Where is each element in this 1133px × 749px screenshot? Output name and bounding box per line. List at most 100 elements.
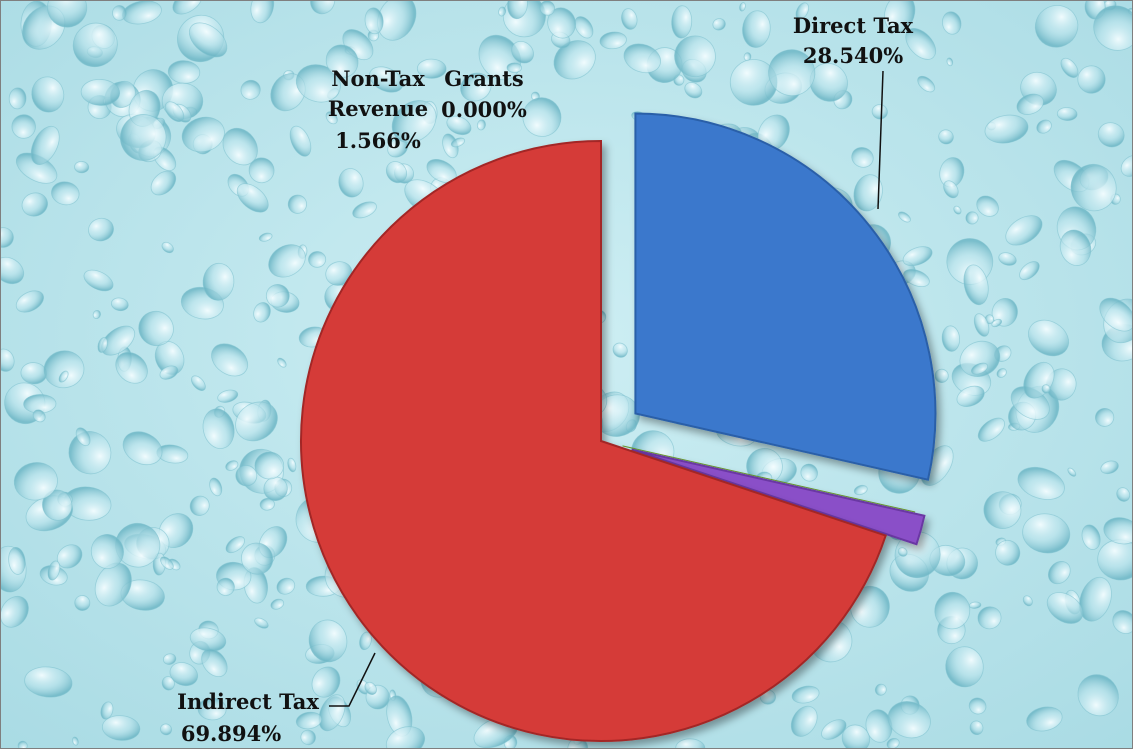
water-droplet [977, 606, 1002, 630]
water-droplet [1005, 215, 1043, 246]
water-droplet [90, 534, 124, 569]
value-grants: 0.000% [441, 97, 527, 122]
leader-lines [329, 70, 884, 707]
water-droplet [325, 261, 353, 286]
water-droplet [268, 244, 306, 278]
water-droplet [851, 147, 874, 168]
slice-non-tax-revenue [631, 448, 926, 546]
water-droplet [574, 16, 594, 39]
water-droplet [159, 365, 179, 380]
water-droplet [1022, 513, 1071, 554]
water-droplet [1077, 65, 1106, 94]
water-droplet [51, 181, 80, 206]
water-droplet [161, 676, 175, 691]
water-droplet [222, 127, 258, 166]
value-direct-tax: 28.540% [803, 43, 903, 68]
water-droplet [1036, 119, 1052, 134]
water-droplet [946, 57, 954, 67]
water-droplet [934, 368, 949, 383]
water-droplet [1047, 561, 1071, 585]
water-droplet [941, 325, 961, 352]
water-droplet [47, 560, 61, 581]
water-droplet [74, 595, 91, 611]
water-droplet [225, 536, 246, 554]
water-droplet [1026, 706, 1063, 732]
water-droplet [1041, 384, 1051, 394]
water-droplet [164, 101, 185, 123]
water-droplet [1112, 610, 1132, 634]
water-droplet [1056, 107, 1078, 121]
water-droplet [712, 18, 726, 31]
water-droplet [217, 389, 239, 403]
water-droplet [181, 116, 225, 153]
water-droplet [72, 736, 79, 746]
water-droplet [101, 715, 141, 741]
pie-slices [300, 112, 937, 742]
water-droplet [8, 87, 27, 110]
water-droplet [623, 43, 661, 74]
water-droplet [977, 417, 1005, 442]
water-droplet [150, 170, 177, 196]
water-droplet [202, 408, 235, 449]
water-droplet [189, 495, 210, 516]
water-droplet [1077, 674, 1119, 717]
water-droplet [1081, 524, 1101, 550]
water-droplet [506, 62, 522, 73]
water-droplet [364, 7, 384, 35]
water-droplet [917, 75, 936, 93]
water-droplet [507, 1, 528, 20]
water-droplet [24, 666, 73, 698]
water-droplet [934, 591, 971, 630]
water-droplet [241, 542, 274, 575]
water-droplet [1, 256, 25, 285]
water-droplet [1097, 122, 1125, 148]
water-droplet [984, 114, 1029, 144]
water-droplet [310, 1, 336, 15]
water-droplet [1067, 467, 1077, 477]
water-droplet [1060, 57, 1079, 78]
water-droplet [1, 227, 14, 248]
label-direct-tax: Direct Tax [793, 13, 914, 38]
water-droplet [385, 161, 408, 184]
water-droplet [1099, 297, 1132, 332]
water-droplet [903, 268, 930, 288]
label-grants: Grants [444, 66, 523, 91]
water-droplet [1046, 592, 1084, 624]
water-droplet [897, 547, 908, 557]
water-droplet [364, 681, 377, 695]
water-droplet [800, 463, 818, 482]
water-droplet [809, 62, 848, 102]
water-droplet [995, 539, 1021, 566]
water-droplet [898, 211, 911, 223]
water-droplet [83, 269, 114, 292]
water-droplet [161, 241, 174, 254]
water-droplet [953, 205, 962, 215]
water-droplet [956, 385, 985, 407]
water-droplet [8, 546, 26, 575]
water-droplet [1027, 319, 1070, 357]
water-droplet [963, 264, 989, 306]
water-droplet [159, 723, 173, 736]
water-droplet [119, 114, 167, 161]
water-droplet [446, 115, 472, 136]
water-droplet [287, 194, 308, 214]
value-indirect-tax: 69.894% [181, 721, 281, 746]
water-droplet [1059, 229, 1092, 266]
water-droplet [991, 318, 1003, 328]
water-droplet [201, 648, 228, 677]
water-droplet [887, 701, 931, 739]
water-droplet [289, 125, 312, 157]
water-droplet [391, 100, 437, 144]
water-droplet [450, 137, 466, 148]
water-droplet [43, 350, 85, 389]
water-droplet [1095, 407, 1115, 427]
water-droplet [821, 719, 847, 740]
water-droplet [122, 431, 163, 466]
water-droplet [30, 125, 60, 165]
water-droplet [959, 340, 1001, 377]
water-droplet [795, 2, 809, 20]
water-droplet [971, 362, 988, 375]
water-droplet [75, 427, 91, 447]
water-droplet [976, 195, 999, 217]
water-droplet [138, 310, 174, 347]
